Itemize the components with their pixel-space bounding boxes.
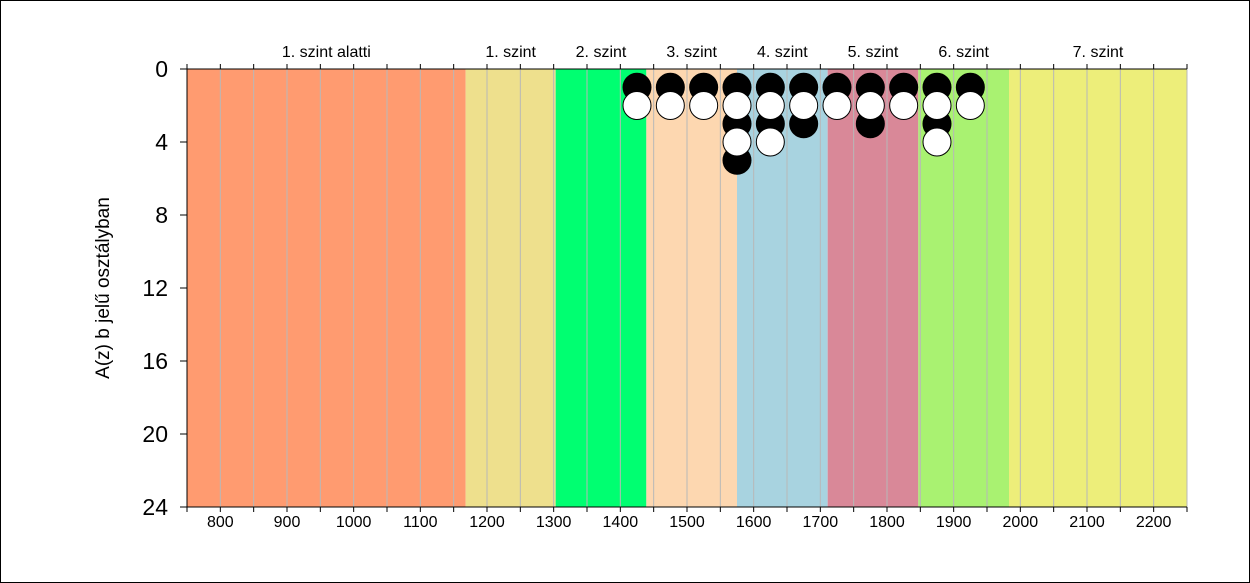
level-band [827,69,919,507]
data-points [622,72,985,175]
data-point-white [889,91,919,120]
level-label: 1. szint alatti [282,44,371,61]
x-tick-label: 1200 [469,514,505,531]
level-label: 3. szint [666,44,717,61]
data-point-white [755,91,785,120]
level-label: 4. szint [757,44,808,61]
level-label: 7. szint [1073,44,1124,61]
y-tick-label: 8 [155,202,168,228]
y-axis-label: A(z) b jelű osztályban [93,197,114,379]
y-tick-label: 20 [142,421,168,447]
data-point-white [789,91,819,120]
x-tick-label: 2200 [1136,514,1172,531]
data-point-white [622,91,652,120]
x-tick-label: 1800 [869,514,905,531]
level-label: 5. szint [848,44,899,61]
data-point-white [922,91,952,120]
y-tick-label: 4 [155,129,168,155]
data-point-white [822,91,852,120]
level-band [465,69,556,507]
y-tick-label: 0 [155,56,168,82]
x-tick-label: 800 [207,514,234,531]
level-label: 2. szint [576,44,627,61]
y-tick-label: 12 [142,275,168,301]
data-point-white [955,91,985,120]
level-label: 6. szint [938,44,989,61]
x-tick-label: 1300 [536,514,572,531]
level-band [555,69,647,507]
x-tick-label: 2100 [1069,514,1105,531]
x-tick-label: 1000 [336,514,372,531]
data-point-white [755,127,785,157]
x-tick-label: 1900 [936,514,972,531]
x-tick-label: 1400 [603,514,639,531]
data-point-white [722,91,752,120]
level-band [1009,69,1187,507]
data-point-white [689,91,719,120]
y-tick-label: 16 [142,348,168,374]
x-tick-label: 1700 [803,514,839,531]
level-band [646,69,737,507]
data-point-white [922,127,952,157]
x-tick-label: 2000 [1003,514,1039,531]
data-point-white [722,127,752,157]
x-tick-label: 1600 [736,514,772,531]
y-tick-label: 24 [142,494,168,520]
level-band [187,69,466,507]
level-label: 1. szint [485,44,536,61]
axes: 800 900 1000 1100 1200 1300 1400 1500 1600 1700 18… [142,56,1188,531]
level-labels: 1. szint alatti 1. szint 2. szint 3. szint 4… [282,44,1124,61]
data-point-white [855,91,885,120]
x-tick-label: 1500 [669,514,705,531]
x-tick-label: 1100 [403,514,438,531]
x-tick-label: 900 [274,514,301,531]
data-point-white [655,91,685,120]
